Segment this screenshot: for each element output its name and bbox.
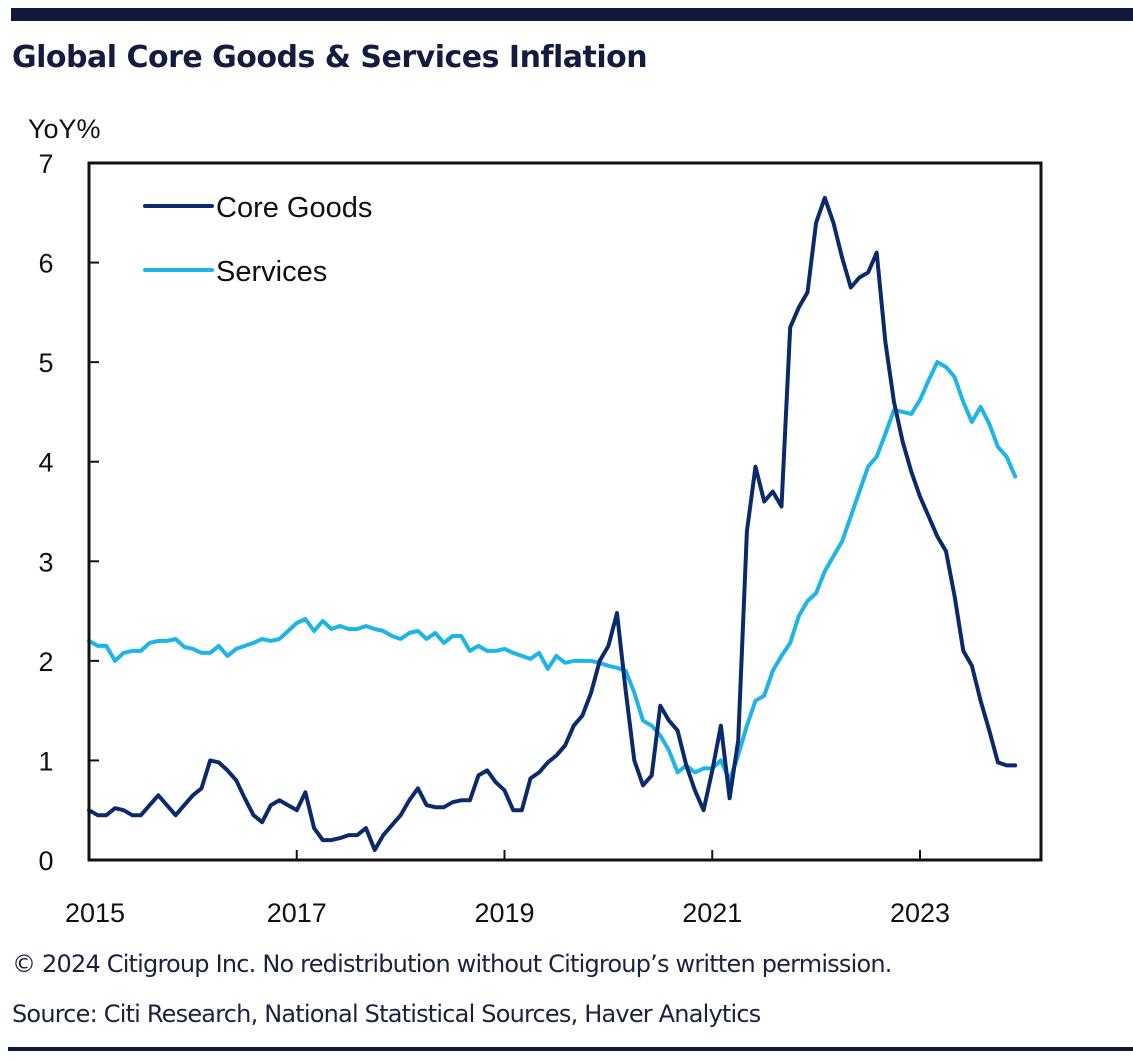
y-tick-label: 0 (38, 846, 53, 876)
source-note: Source: Citi Research, National Statisti… (12, 1000, 761, 1028)
x-tick-label: 2017 (267, 898, 327, 928)
chart-title: Global Core Goods & Services Inflation (12, 40, 648, 75)
y-tick-label: 1 (38, 746, 53, 776)
legend: Core Goods Services (143, 192, 372, 288)
y-tick-label: 3 (38, 547, 53, 577)
series-layer (87, 195, 1018, 852)
brand-bottom-bar (8, 1047, 1133, 1051)
x-tick-label: 2023 (890, 898, 950, 928)
series-line-services (87, 360, 1018, 783)
line-chart: YoY% 0 1 2 3 4 5 6 7 2015 2017 2019 2021 2023 Core … (28, 114, 1043, 928)
y-axis: 0 1 2 3 4 5 6 7 (38, 149, 99, 876)
y-tick-label: 2 (38, 647, 53, 677)
brand-top-bar (11, 8, 1133, 21)
x-tick-label: 2015 (65, 898, 125, 928)
plot-frame (87, 161, 1043, 862)
x-tick-label: 2021 (682, 898, 742, 928)
y-tick-label: 7 (38, 149, 53, 179)
copyright-notice: © 2024 Citigroup Inc. No redistribution … (12, 950, 892, 978)
legend-label-core-goods: Core Goods (216, 192, 372, 224)
x-tick-label: 2019 (474, 898, 534, 928)
y-axis-label: YoY% (28, 114, 101, 144)
y-tick-label: 4 (38, 448, 53, 478)
y-tick-label: 6 (38, 249, 53, 279)
series-line-core-goods (87, 195, 1018, 852)
y-tick-label: 5 (38, 348, 53, 378)
x-axis: 2015 2017 2019 2021 2023 (65, 850, 950, 928)
legend-label-services: Services (216, 256, 327, 288)
